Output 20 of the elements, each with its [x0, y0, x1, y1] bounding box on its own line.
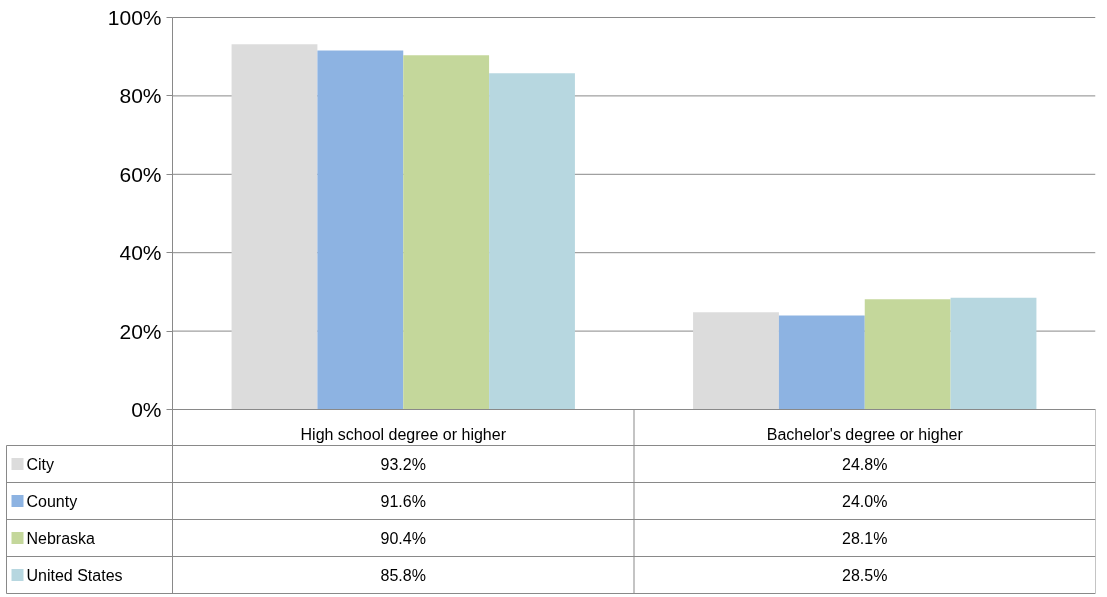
legend-label: County [26, 492, 78, 510]
data-label: 93.2% [380, 455, 426, 473]
legend-label: Nebraska [26, 529, 96, 547]
y-tick-label: 100% [107, 6, 162, 29]
y-tick-label: 0% [131, 398, 162, 421]
data-label: 28.5% [842, 566, 888, 584]
data-label: 91.6% [380, 492, 426, 510]
y-tick-label: 20% [119, 319, 162, 343]
data-label: 85.8% [380, 566, 426, 584]
y-tick-label: 60% [119, 162, 162, 186]
x-tick-label: Bachelor's degree or higher [766, 425, 964, 443]
legend-label: United States [26, 566, 123, 584]
y-tick-label: 80% [119, 84, 162, 108]
data-label: 90.4% [380, 529, 426, 547]
data-label: 24.8% [842, 455, 888, 473]
legend-label: City [26, 455, 55, 473]
data-label: 28.1% [842, 529, 888, 547]
x-tick-label: High school degree or higher [300, 425, 507, 443]
data-label: 24.0% [842, 492, 888, 510]
y-tick-label: 40% [119, 241, 162, 265]
